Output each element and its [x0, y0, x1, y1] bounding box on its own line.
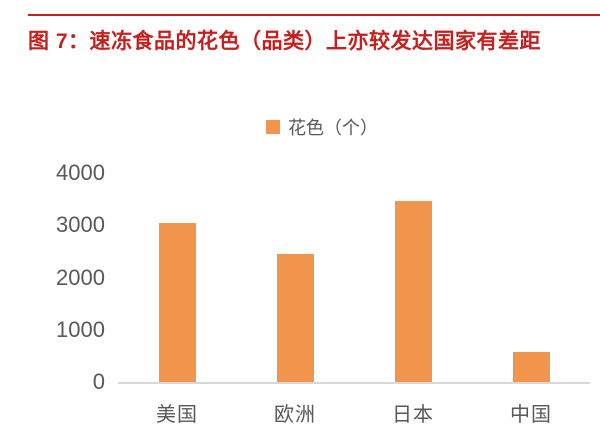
x-category-label: 美国 [156, 404, 198, 426]
x-axis: 美国 欧洲 日本 中国 [118, 398, 590, 427]
legend: 花色（个） [0, 114, 600, 140]
bar-欧洲 [276, 254, 314, 382]
x-category-label: 中国 [510, 404, 552, 426]
x-category-label: 日本 [392, 404, 434, 426]
bar-slot [118, 173, 236, 382]
plot-area [118, 173, 590, 384]
figure-title: 图 7：速冻食品的花色（品类）上亦较发达国家有差距 [28, 30, 542, 53]
legend-label: 花色（个） [288, 118, 378, 138]
title-rule [28, 14, 600, 16]
bar-slot [472, 173, 590, 382]
legend-swatch [266, 120, 280, 134]
bar-美国 [158, 222, 196, 382]
bar-日本 [394, 200, 432, 382]
x-category-label: 欧洲 [274, 404, 316, 426]
y-tick-label: 1000 [56, 316, 105, 342]
y-tick-label: 2000 [56, 264, 105, 290]
legend-entry: 花色（个） [266, 114, 378, 140]
y-tick-label: 0 [92, 369, 105, 394]
y-tick-label: 4000 [56, 160, 105, 185]
bar-中国 [512, 352, 550, 382]
bar-slot [236, 173, 354, 382]
bar-slot [354, 173, 472, 382]
y-tick-label: 3000 [56, 212, 105, 238]
